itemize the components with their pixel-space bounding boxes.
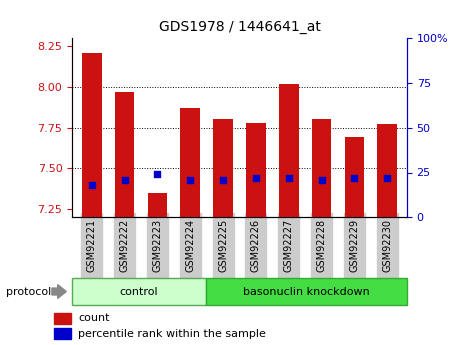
Text: basonuclin knockdown: basonuclin knockdown (243, 287, 370, 296)
Bar (54, 328, 71, 339)
Bar (72, 278, 206, 305)
Point (252, 175, 259, 181)
Point (351, 175, 358, 181)
Point (154, 171, 161, 177)
Point (384, 175, 391, 181)
Bar (246, 123, 266, 217)
Bar (147, 193, 167, 217)
Point (219, 177, 227, 183)
Bar (206, 278, 407, 305)
Point (318, 177, 325, 183)
Bar (213, 119, 233, 217)
Point (88, 182, 95, 188)
Text: protocol: protocol (6, 287, 51, 296)
Bar (115, 92, 134, 217)
Bar (82, 53, 102, 217)
Bar (377, 125, 397, 217)
Bar (279, 83, 299, 217)
Bar (312, 119, 332, 217)
Point (121, 177, 128, 183)
Point (285, 175, 292, 181)
Text: percentile rank within the sample: percentile rank within the sample (78, 329, 266, 339)
Bar (54, 313, 71, 324)
Point (186, 177, 194, 183)
Bar (180, 108, 200, 217)
Text: control: control (120, 287, 159, 296)
Title: GDS1978 / 1446641_at: GDS1978 / 1446641_at (159, 20, 320, 34)
Bar (345, 137, 364, 217)
Text: count: count (78, 313, 110, 323)
FancyArrow shape (52, 285, 66, 298)
